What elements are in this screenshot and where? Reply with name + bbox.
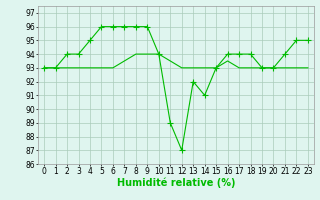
X-axis label: Humidité relative (%): Humidité relative (%) bbox=[117, 178, 235, 188]
